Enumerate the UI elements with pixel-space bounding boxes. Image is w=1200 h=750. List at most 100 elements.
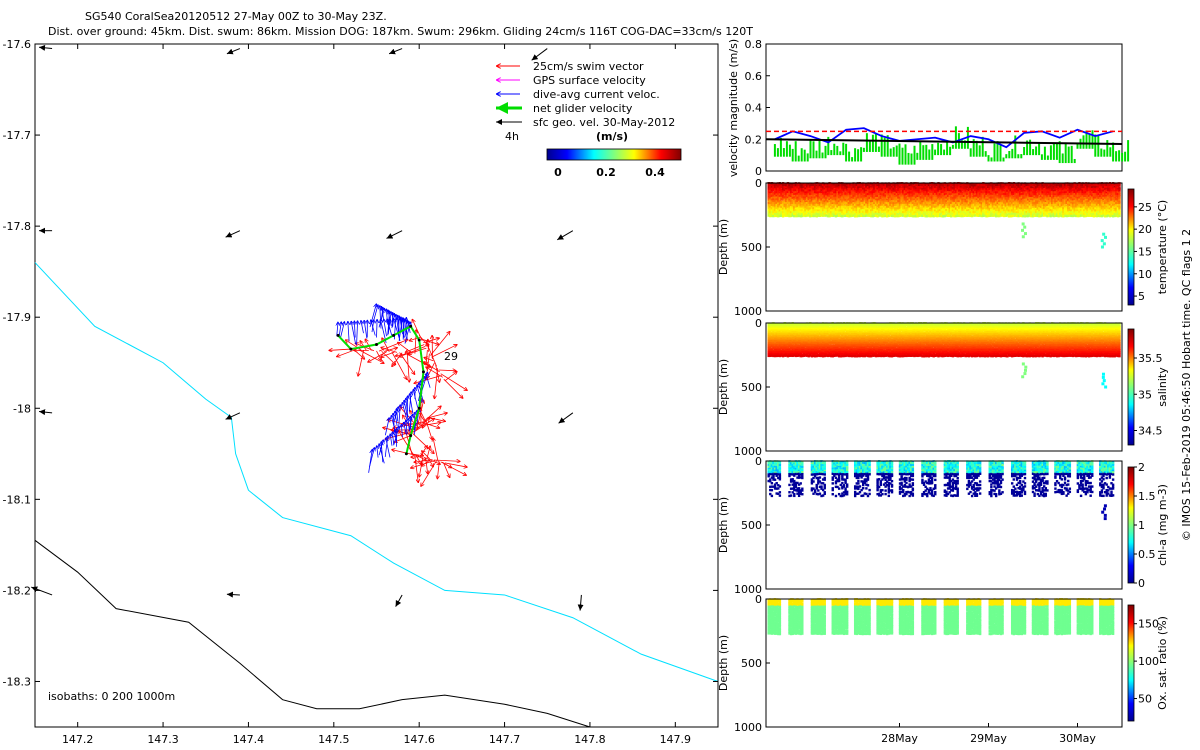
section-sample	[789, 193, 793, 196]
section-sample	[943, 193, 947, 196]
section-sample	[913, 215, 916, 218]
section-sample	[943, 210, 947, 214]
section-sample	[767, 212, 770, 216]
section-sample	[841, 205, 844, 209]
section-sample	[804, 189, 807, 192]
section-sample	[1020, 191, 1023, 195]
section-sample	[866, 197, 870, 200]
section-sample	[978, 187, 982, 191]
section-sample	[889, 187, 892, 191]
section-sample	[820, 189, 823, 192]
section-sample	[914, 200, 918, 203]
section-sample	[809, 184, 812, 187]
section-sample	[1017, 200, 1020, 203]
section-sample	[1006, 186, 1009, 189]
section-sample	[879, 182, 883, 186]
section-sample	[1006, 207, 1009, 210]
section-sample	[1012, 209, 1015, 213]
section-sample	[951, 205, 955, 208]
section-sample	[810, 204, 814, 207]
section-sample	[990, 200, 993, 203]
section-sample	[813, 182, 817, 185]
dac-vector	[340, 321, 345, 338]
section-sample	[818, 207, 822, 210]
section-sample	[1002, 184, 1006, 187]
section-sample	[876, 205, 879, 208]
section-sample	[793, 206, 796, 209]
section-sample	[834, 202, 838, 205]
swim-vector	[384, 348, 398, 352]
section-sample	[974, 203, 977, 207]
section-sample	[861, 204, 865, 207]
section-sample	[809, 202, 812, 205]
section-sample	[1014, 207, 1017, 211]
section-sample	[938, 201, 942, 205]
section-sample	[938, 205, 942, 208]
section-sample	[791, 209, 794, 213]
section-sample	[889, 214, 892, 217]
dac-vector	[378, 439, 383, 456]
section-sample	[924, 203, 927, 207]
section-sample	[855, 191, 858, 194]
section-sample	[922, 212, 926, 216]
legend-colorbar-tick: 0	[554, 166, 562, 179]
section-sample	[865, 202, 868, 205]
section-sample	[810, 200, 814, 204]
section-sample	[959, 195, 963, 198]
section-sample	[863, 187, 866, 191]
section-sample	[802, 203, 806, 207]
section-sample	[956, 202, 959, 205]
section-sample	[919, 200, 923, 203]
section-sample	[778, 191, 782, 195]
section-sample	[975, 191, 979, 194]
section-sample	[916, 211, 919, 214]
section-sample	[945, 189, 948, 193]
section-sample	[825, 200, 828, 204]
section-sample	[921, 207, 924, 210]
section-sample	[962, 210, 966, 214]
section-sample	[869, 200, 873, 203]
section-sample	[802, 191, 806, 195]
section-sample	[853, 193, 857, 196]
section-sample	[1017, 208, 1020, 212]
section-sample	[910, 203, 913, 207]
section-sample	[978, 182, 982, 186]
section-sample	[770, 189, 774, 192]
section-sample	[969, 211, 972, 214]
section-sample	[998, 200, 1001, 203]
section-sample	[769, 193, 772, 196]
section-sample	[945, 205, 948, 209]
section-sample	[935, 201, 939, 205]
section-sample	[945, 198, 948, 201]
section-sample	[871, 205, 874, 209]
section-sample	[921, 189, 924, 193]
section-sample	[905, 184, 908, 187]
swim-vector	[422, 418, 427, 429]
velocity-panel: 00.20.40.60.8 velocity magnitude (m/s)	[727, 38, 1130, 178]
section-sample	[860, 184, 863, 187]
section-sample	[959, 187, 963, 190]
section-sample	[826, 202, 830, 205]
section-sample	[801, 185, 804, 189]
section-sample	[818, 203, 822, 207]
section-sample	[970, 210, 974, 214]
section-sample	[937, 194, 940, 198]
section-sample	[903, 189, 907, 193]
section-sample	[863, 186, 866, 189]
section-sample	[932, 196, 935, 200]
dac-vector	[368, 449, 373, 473]
swim-vector	[424, 357, 434, 362]
section-sample	[881, 193, 884, 196]
section-sample	[945, 204, 948, 207]
section-sample	[866, 189, 870, 192]
section-sample	[983, 205, 987, 209]
section-outlier	[1102, 232, 1106, 236]
section-sample	[873, 213, 876, 216]
section-sample	[934, 195, 937, 198]
section-sample	[897, 195, 900, 198]
section-sample	[810, 189, 814, 192]
section-sample	[908, 209, 911, 212]
section-sample	[892, 196, 895, 199]
section-sample	[956, 203, 959, 207]
section-sample	[954, 198, 958, 202]
